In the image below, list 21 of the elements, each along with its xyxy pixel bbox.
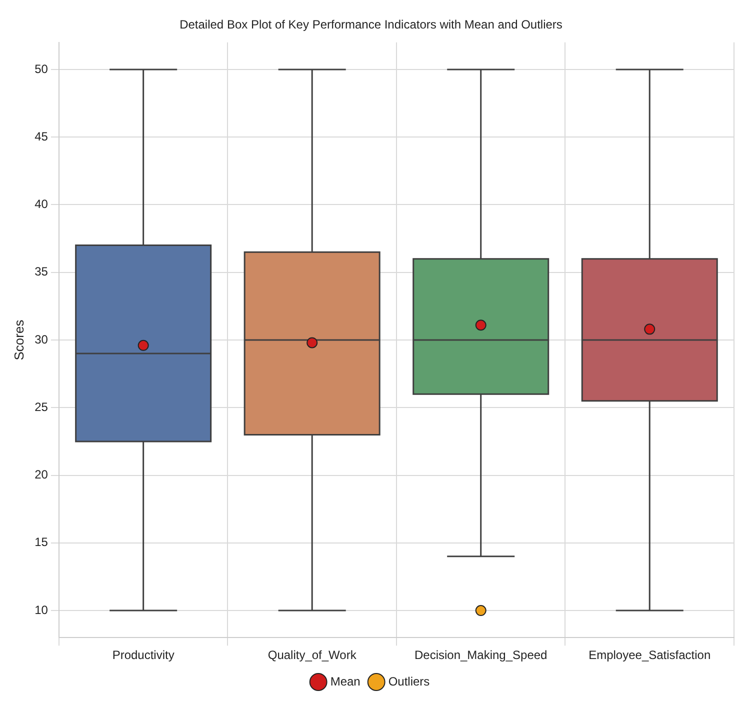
legend-label: Outliers bbox=[388, 674, 430, 688]
chart-title: Detailed Box Plot of Key Performance Indicators with Mean and Outliers bbox=[180, 18, 562, 32]
y-tick-label: 10 bbox=[34, 602, 48, 617]
y-tick-label: 25 bbox=[34, 400, 48, 414]
x-tick-label: Productivity bbox=[112, 648, 174, 662]
y-axis-title: Scores bbox=[11, 319, 26, 360]
x-tick-label: Employee_Satisfaction bbox=[588, 648, 711, 662]
y-tick-label: 20 bbox=[34, 468, 48, 482]
y-tick-label: 40 bbox=[34, 197, 48, 212]
y-tick-label: 50 bbox=[34, 62, 48, 76]
legend-label: Mean bbox=[330, 674, 360, 688]
y-tick-label: 15 bbox=[34, 535, 48, 550]
point bbox=[306, 337, 318, 348]
point bbox=[644, 324, 656, 335]
y-tick-label: 35 bbox=[34, 264, 48, 279]
x-tick-label: Quality_of_Work bbox=[268, 648, 358, 662]
x-tick-label: Decision_Making_Speed bbox=[414, 648, 548, 662]
point bbox=[138, 340, 149, 351]
y-tick-label: 45 bbox=[34, 129, 48, 144]
point bbox=[475, 320, 486, 331]
y-tick-label: 30 bbox=[34, 332, 48, 346]
